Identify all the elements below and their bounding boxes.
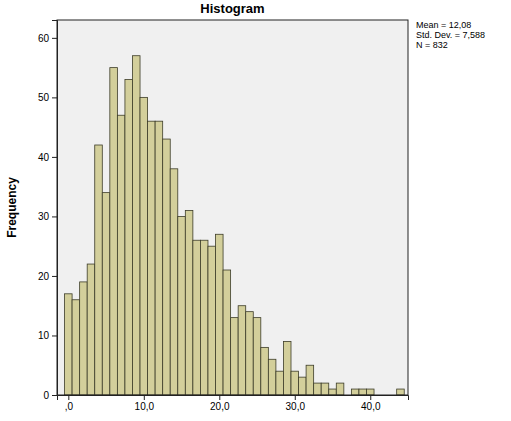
x-tick-mark bbox=[144, 395, 145, 400]
bar bbox=[193, 240, 201, 395]
x-axis: ,0 10,0 20,0 30,0 40,0 bbox=[58, 395, 409, 412]
bar bbox=[148, 121, 156, 395]
bar bbox=[238, 306, 246, 395]
x-tick-label: 10,0 bbox=[135, 401, 155, 412]
x-tick-label: ,0 bbox=[65, 401, 74, 412]
bar bbox=[306, 365, 314, 395]
y-tick: 60 bbox=[38, 33, 57, 44]
y-tick-label: 10 bbox=[38, 330, 50, 341]
bar bbox=[87, 264, 95, 395]
bar bbox=[261, 347, 269, 395]
bar bbox=[200, 240, 208, 395]
bar bbox=[163, 139, 171, 395]
statistics-text: Mean = 12,08 bbox=[416, 20, 471, 30]
bar bbox=[268, 359, 276, 395]
bar bbox=[276, 371, 284, 395]
bar bbox=[397, 389, 405, 395]
title: Histogram bbox=[200, 1, 264, 16]
y-tick-mark bbox=[52, 395, 57, 396]
y-tick: 20 bbox=[38, 271, 57, 282]
bar bbox=[329, 389, 337, 395]
bar bbox=[117, 115, 125, 395]
bar bbox=[110, 68, 118, 395]
bar bbox=[231, 318, 239, 395]
bar bbox=[253, 318, 261, 395]
y-tick-mark bbox=[52, 157, 57, 158]
y-tick-label: 0 bbox=[43, 390, 49, 401]
bar bbox=[359, 389, 367, 395]
y-tick-label: 40 bbox=[38, 152, 50, 163]
y-tick: 10 bbox=[38, 330, 57, 341]
y-axis: 0 10 20 30 40 50 60 bbox=[38, 21, 58, 401]
y-tick-mark bbox=[52, 38, 57, 39]
x-axis-line bbox=[58, 396, 409, 401]
y-tick-mark bbox=[52, 335, 57, 336]
bar bbox=[291, 371, 299, 395]
statistics-text: Std. Dev. = 7,588 bbox=[416, 30, 485, 40]
bar bbox=[366, 389, 374, 395]
bar bbox=[208, 246, 216, 395]
chart: ,0 10,0 20,0 30,0 40,0 0 10 20 30 40 50 60 Histogram… bbox=[0, 0, 511, 421]
plot-background bbox=[57, 20, 408, 395]
statistics-text: N = 832 bbox=[416, 40, 448, 50]
y-tick-label: 30 bbox=[38, 211, 50, 222]
y-tick-mark bbox=[52, 216, 57, 217]
bar bbox=[140, 97, 148, 395]
y-tick-label: 60 bbox=[38, 33, 50, 44]
bars bbox=[65, 56, 405, 395]
x-tick-label: 40,0 bbox=[361, 401, 381, 412]
bar bbox=[132, 56, 140, 395]
bar bbox=[95, 145, 103, 395]
bar bbox=[125, 80, 133, 395]
x-tick-label: 30,0 bbox=[286, 401, 306, 412]
bar bbox=[223, 270, 231, 395]
bar bbox=[351, 389, 359, 395]
x-tick-label: 20,0 bbox=[210, 401, 230, 412]
x-tick-mark bbox=[370, 395, 371, 400]
bar bbox=[178, 216, 186, 395]
y-axis-line bbox=[52, 21, 58, 396]
y-tick-mark bbox=[52, 276, 57, 277]
bar bbox=[299, 377, 307, 395]
bar bbox=[283, 341, 291, 395]
x-tick: 40,0 bbox=[361, 395, 381, 412]
x-tick: 30,0 bbox=[286, 395, 306, 412]
y-tick-mark bbox=[52, 97, 57, 98]
plot-frame bbox=[57, 20, 408, 395]
bar bbox=[321, 383, 329, 395]
y-axis-title: Frequency bbox=[5, 177, 19, 238]
x-tick: 20,0 bbox=[210, 395, 230, 412]
bar bbox=[170, 169, 178, 395]
y-tick-label: 20 bbox=[38, 271, 50, 282]
bar bbox=[72, 300, 80, 395]
y-tick: 0 bbox=[43, 390, 57, 401]
bar bbox=[80, 282, 88, 395]
bar bbox=[246, 312, 254, 395]
bar bbox=[216, 234, 224, 395]
y-tick-label: 50 bbox=[38, 92, 50, 103]
y-tick: 40 bbox=[38, 152, 57, 163]
bar bbox=[314, 383, 322, 395]
bar bbox=[185, 210, 193, 395]
x-tick-mark bbox=[68, 395, 69, 400]
bar bbox=[336, 383, 344, 395]
x-tick-mark bbox=[295, 395, 296, 400]
x-tick-mark bbox=[219, 395, 220, 400]
y-tick: 30 bbox=[38, 211, 57, 222]
bar bbox=[102, 193, 110, 395]
x-tick: ,0 bbox=[65, 395, 74, 412]
y-tick: 50 bbox=[38, 92, 57, 103]
bar bbox=[155, 121, 163, 395]
bar bbox=[65, 294, 73, 395]
x-tick: 10,0 bbox=[135, 395, 155, 412]
